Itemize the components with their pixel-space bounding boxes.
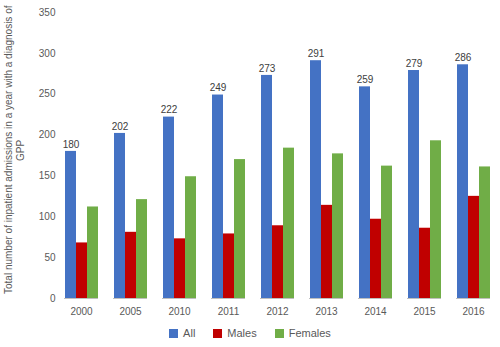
svg-text:300: 300 bbox=[39, 48, 56, 59]
svg-text:2016: 2016 bbox=[462, 306, 485, 317]
html-text:Females: Females bbox=[288, 327, 331, 339]
svg-text:249: 249 bbox=[210, 82, 227, 93]
svg-text:2005: 2005 bbox=[119, 306, 142, 317]
svg-text:222: 222 bbox=[161, 104, 178, 115]
svg-text:200: 200 bbox=[39, 129, 56, 140]
svg-text:2011: 2011 bbox=[218, 306, 240, 317]
svg-text:2015: 2015 bbox=[413, 306, 436, 317]
svg-text:279: 279 bbox=[406, 58, 423, 69]
svg-text:286: 286 bbox=[455, 52, 472, 63]
svg-text:180: 180 bbox=[63, 139, 80, 150]
svg-text:2010: 2010 bbox=[168, 306, 191, 317]
html-text:Total number of inpatient admi: Total number of inpatient admissions in … bbox=[3, 5, 26, 295]
svg-text:50: 50 bbox=[44, 252, 56, 263]
svg-text:150: 150 bbox=[39, 170, 56, 181]
svg-text:2000: 2000 bbox=[70, 306, 93, 317]
svg-text:2013: 2013 bbox=[315, 306, 338, 317]
html-text:All: All bbox=[183, 327, 196, 339]
svg-text:273: 273 bbox=[259, 63, 276, 74]
html-text:Males: Males bbox=[227, 327, 257, 339]
svg-text:100: 100 bbox=[39, 211, 56, 222]
svg-text:350: 350 bbox=[39, 7, 56, 18]
svg-text:259: 259 bbox=[357, 74, 374, 85]
svg-text:202: 202 bbox=[112, 121, 129, 132]
svg-text:2014: 2014 bbox=[364, 306, 387, 317]
svg-text:291: 291 bbox=[308, 48, 325, 59]
svg-text:250: 250 bbox=[39, 88, 56, 99]
svg-text:2012: 2012 bbox=[266, 306, 289, 317]
svg-text:0: 0 bbox=[50, 293, 56, 304]
